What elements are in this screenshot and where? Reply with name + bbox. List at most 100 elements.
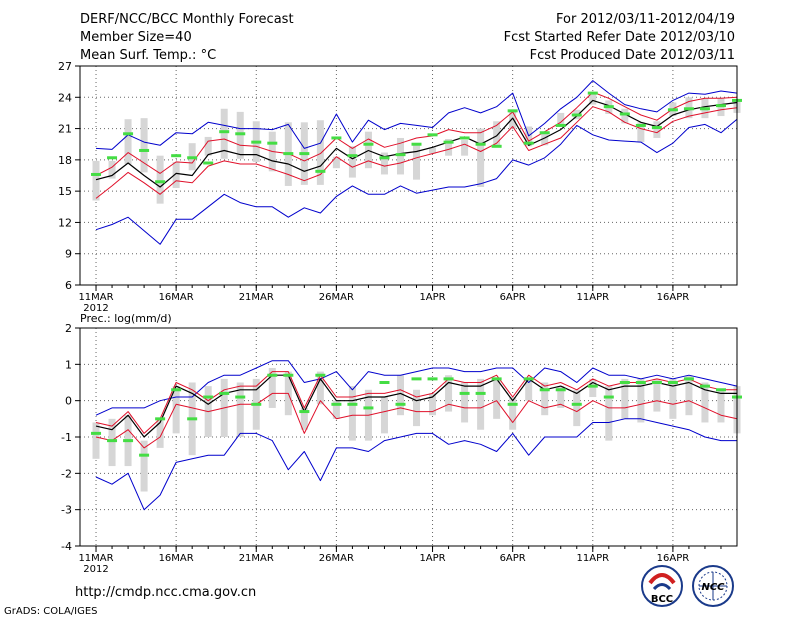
temp-x-tick-label: 26MAR: [319, 292, 354, 303]
forecast-produced-date: Fcst Produced Date 2012/03/11: [530, 48, 735, 63]
precip-x-tick-label: 16MAR: [159, 553, 194, 564]
temp-range-box: [477, 128, 485, 187]
temp-range-box: [653, 121, 661, 138]
precip-range-box: [493, 378, 501, 419]
temp-range-box: [204, 136, 212, 156]
source-url[interactable]: http://cmdp.ncc.cma.gov.cn: [75, 585, 256, 600]
precip-y-tick-label: -3: [61, 504, 72, 517]
temp-range-box: [396, 137, 404, 175]
temp-x-tick-label: 1APR: [419, 292, 445, 303]
temp-range-box: [445, 139, 453, 156]
precip-panel-title: Prec.: log(mm/d): [80, 312, 172, 325]
temp-range-box: [380, 152, 388, 175]
temp-y-tick-label: 9: [65, 248, 72, 261]
temp-range-box: [589, 92, 597, 105]
precip-range-box: [605, 386, 613, 441]
temp-y-tick-label: 18: [58, 154, 72, 167]
precip-range-box: [717, 389, 725, 423]
forecast-start-date: Fcst Started Refer Date 2012/03/10: [504, 30, 735, 45]
precip-spread-upper-line: [95, 371, 737, 434]
precip-range-box: [92, 422, 100, 459]
variable-label: Mean Surf. Temp.: °C: [80, 48, 216, 63]
temp-plot-frame: [79, 65, 738, 286]
temp-range-box: [220, 108, 228, 159]
precip-y-tick-label: -4: [61, 540, 72, 553]
temp-range-box: [637, 122, 645, 143]
precip-range-box: [621, 378, 629, 419]
temp-range-box: [413, 145, 421, 180]
temp-range-box: [493, 121, 501, 148]
precip-x-tick-label: 21MAR: [239, 553, 274, 564]
bcc-logo: BCC: [641, 565, 683, 607]
precip-range-box: [332, 400, 340, 419]
temp-range-box: [92, 160, 100, 201]
precip-max-line: [95, 418, 737, 511]
temp-range-box: [429, 147, 437, 154]
precip-min-line: [95, 360, 738, 416]
precip-ensemble-mean-line: [95, 374, 737, 438]
temp-x-tick-label: 6APR: [500, 292, 526, 303]
precip-range-box: [413, 389, 421, 427]
precip-range-box: [557, 386, 565, 408]
precip-range-box: [316, 371, 324, 405]
temp-min-line: [95, 80, 738, 150]
precip-range-box: [669, 378, 677, 419]
temp-range-box: [124, 119, 132, 165]
precip-range-box: [653, 378, 661, 412]
precip-range-box: [429, 393, 437, 416]
precip-y-tick-label: -2: [61, 467, 72, 480]
temp-range-box: [236, 111, 244, 159]
temp-range-box: [541, 132, 549, 146]
temp-range-box: [332, 156, 340, 169]
precip-x-tick-label: 11MAR: [78, 553, 113, 564]
temp-x-tick-label: 11APR: [577, 292, 610, 303]
temp-range-box: [140, 118, 148, 173]
temp-y-tick-label: 15: [58, 185, 72, 198]
precipitation-panel: -4 -3 -2 -1 0 1 2 11MAR 16MAR 21MAR 26MAR 1APR 6APR 1…: [61, 322, 742, 575]
precip-range-box: [477, 378, 485, 430]
temp-ensemble-mean-line: [95, 99, 738, 188]
temp-x-tick-label: 16MAR: [159, 292, 194, 303]
temp-spread-upper-line: [95, 91, 738, 176]
precip-range-box: [637, 378, 645, 423]
precip-range-box: [396, 375, 404, 416]
temp-range-box: [156, 155, 164, 204]
precip-x-tick-label: 6APR: [500, 553, 526, 564]
precip-range-box: [525, 378, 533, 401]
temp-range-box: [509, 111, 517, 129]
forecast-period: For 2012/03/11-2012/04/19: [556, 12, 735, 27]
precip-range-box: [701, 382, 709, 423]
temp-range-box: [108, 160, 116, 179]
precip-range-box: [236, 382, 244, 437]
member-size: Member Size=40: [80, 30, 192, 45]
temp-range-box: [461, 140, 469, 156]
precip-y-tick-label: 2: [65, 322, 72, 335]
ncc-logo-text: NCC: [701, 582, 725, 593]
precip-range-box: [445, 375, 453, 412]
precip-y-tick-label: -1: [61, 431, 72, 444]
precip-range-box: [268, 367, 276, 408]
precip-range-box: [589, 378, 597, 398]
precip-range-box: [380, 397, 388, 434]
temp-y-tick-label: 12: [58, 216, 72, 229]
bcc-logo-text: BCC: [651, 594, 673, 605]
precip-x-tick-label: 16APR: [657, 553, 690, 564]
temp-y-tick-label: 6: [65, 279, 72, 292]
precip-year-label: 2012: [83, 564, 108, 575]
temp-max-line: [95, 118, 738, 245]
ncc-logo: NCC: [692, 565, 734, 607]
precip-y-tick-label: 1: [65, 358, 72, 371]
precip-range-box: [541, 382, 549, 416]
precip-range-box: [156, 418, 164, 448]
precip-spread-lower-line: [95, 392, 738, 449]
temp-range-box: [316, 120, 324, 185]
precip-range-box: [300, 407, 308, 430]
temperature-panel: 6 9 12 15 18 21 24 27 11MAR 16MAR 21MAR 26MAR 1APR 6A…: [58, 60, 742, 314]
grads-credit: GrADS: COLA/IGES: [4, 606, 98, 617]
precip-range-box: [573, 389, 581, 427]
temp-x-tick-label: 21MAR: [239, 292, 274, 303]
temp-y-tick-label: 27: [58, 60, 72, 73]
precip-range-box: [108, 418, 116, 467]
precip-y-tick-label: 0: [65, 395, 72, 408]
